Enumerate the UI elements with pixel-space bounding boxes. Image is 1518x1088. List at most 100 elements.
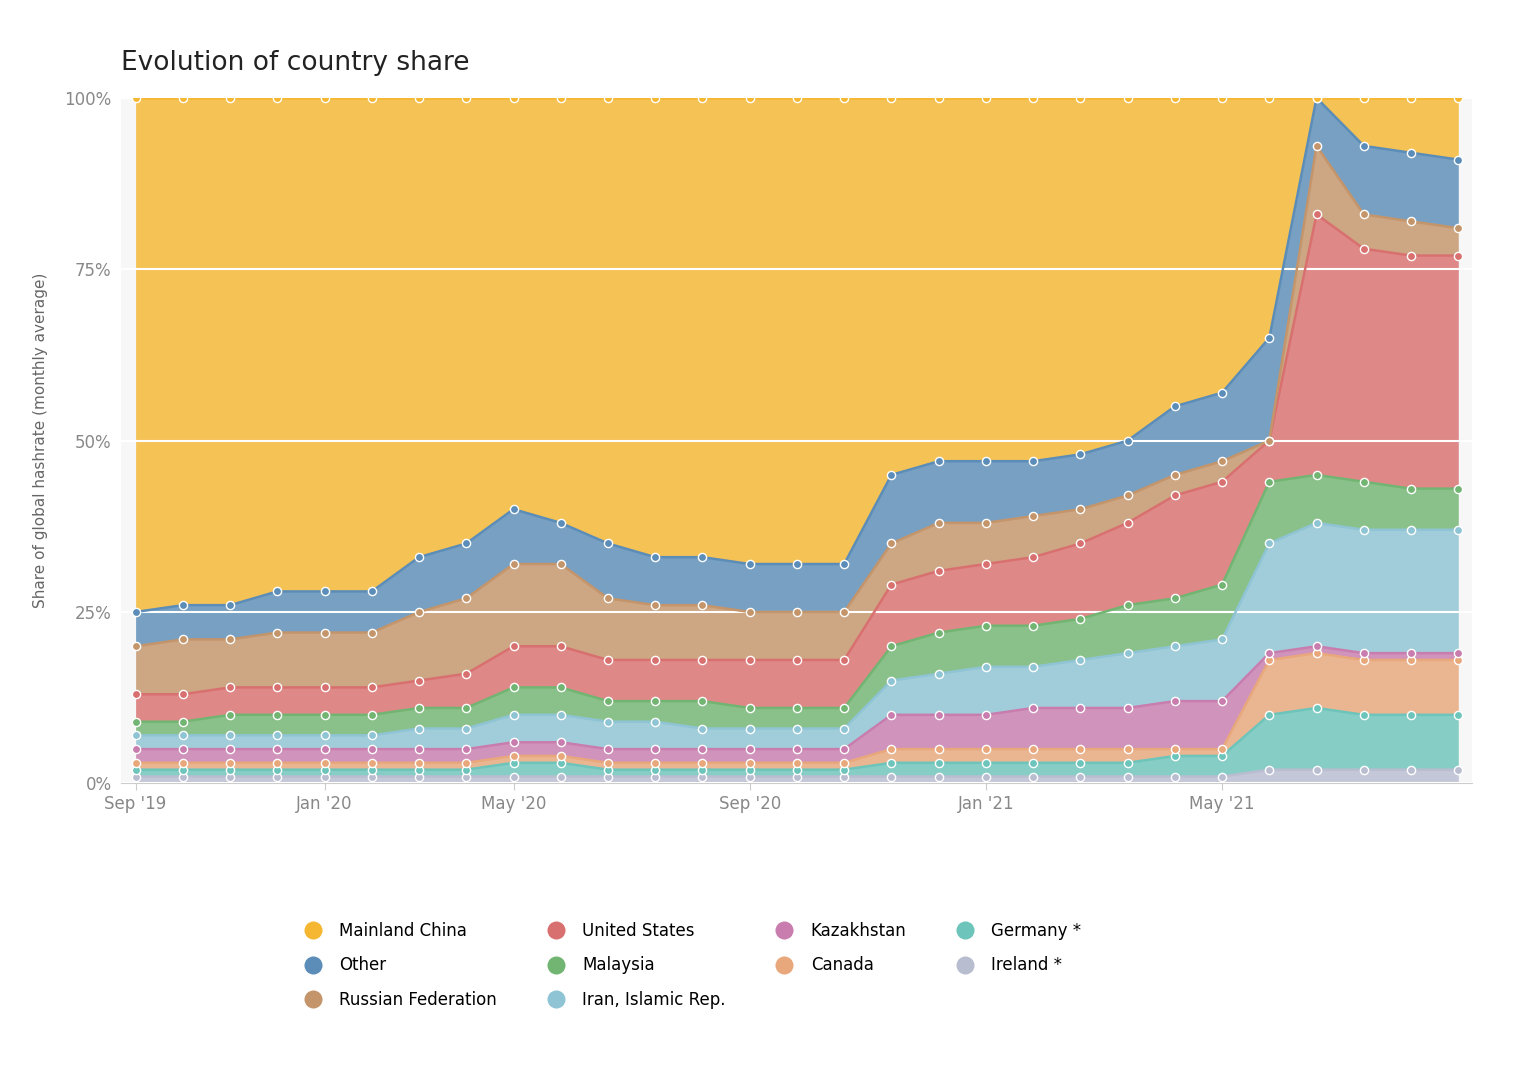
Point — [501, 747, 525, 765]
Point — [1069, 500, 1093, 518]
Point — [360, 754, 384, 771]
Point — [1257, 432, 1281, 449]
Point — [644, 652, 668, 669]
Point — [691, 692, 715, 709]
Point — [1163, 397, 1187, 415]
Point — [1304, 89, 1328, 107]
Point — [1351, 240, 1375, 258]
Point — [313, 679, 337, 696]
Point — [1447, 247, 1471, 264]
Point — [1257, 329, 1281, 346]
Point — [1022, 453, 1046, 470]
Point — [785, 720, 809, 738]
Point — [1069, 652, 1093, 669]
Point — [879, 89, 903, 107]
Point — [1304, 466, 1328, 483]
Point — [691, 596, 715, 614]
Point — [501, 679, 525, 696]
Point — [219, 679, 243, 696]
Point — [123, 727, 147, 744]
Point — [1069, 89, 1093, 107]
Point — [1257, 534, 1281, 552]
Point — [644, 768, 668, 786]
Point — [454, 761, 478, 778]
Point — [1351, 761, 1375, 778]
Point — [926, 562, 950, 580]
Point — [360, 706, 384, 724]
Point — [1210, 473, 1234, 491]
Point — [123, 740, 147, 757]
Point — [170, 713, 194, 730]
Point — [1400, 480, 1424, 497]
Point — [597, 692, 621, 709]
Point — [266, 89, 290, 107]
Point — [123, 761, 147, 778]
Point — [1257, 473, 1281, 491]
Point — [738, 89, 762, 107]
Point — [123, 89, 147, 107]
Point — [879, 671, 903, 690]
Point — [170, 761, 194, 778]
Point — [501, 555, 525, 572]
Point — [1210, 453, 1234, 470]
Point — [738, 761, 762, 778]
Point — [501, 89, 525, 107]
Point — [170, 89, 194, 107]
Point — [1400, 761, 1424, 778]
Point — [548, 754, 572, 771]
Point — [738, 603, 762, 620]
Point — [832, 603, 856, 620]
Point — [407, 671, 431, 690]
Point — [266, 740, 290, 757]
Point — [266, 706, 290, 724]
Point — [407, 700, 431, 717]
Point — [266, 679, 290, 696]
Point — [926, 623, 950, 641]
Point — [1257, 652, 1281, 669]
Point — [407, 740, 431, 757]
Point — [170, 631, 194, 648]
Point — [548, 515, 572, 532]
Point — [1447, 644, 1471, 662]
Point — [454, 700, 478, 717]
Point — [973, 617, 997, 634]
Legend: Mainland China, Other, Russian Federation, United States, Malaysia, Iran, Islami: Mainland China, Other, Russian Federatio… — [290, 915, 1088, 1016]
Point — [170, 768, 194, 786]
Point — [973, 754, 997, 771]
Point — [1069, 754, 1093, 771]
Point — [1022, 89, 1046, 107]
Point — [1400, 706, 1424, 724]
Point — [597, 89, 621, 107]
Point — [1447, 151, 1471, 169]
Point — [313, 761, 337, 778]
Point — [1116, 740, 1140, 757]
Point — [832, 768, 856, 786]
Point — [1304, 206, 1328, 223]
Point — [123, 768, 147, 786]
Point — [644, 761, 668, 778]
Point — [1163, 638, 1187, 655]
Point — [360, 679, 384, 696]
Point — [454, 89, 478, 107]
Point — [644, 754, 668, 771]
Point — [219, 89, 243, 107]
Point — [1447, 521, 1471, 539]
Point — [1069, 534, 1093, 552]
Point — [691, 754, 715, 771]
Point — [1400, 652, 1424, 669]
Point — [832, 761, 856, 778]
Point — [1116, 754, 1140, 771]
Point — [501, 733, 525, 751]
Point — [1022, 754, 1046, 771]
Point — [973, 453, 997, 470]
Point — [123, 754, 147, 771]
Point — [973, 89, 997, 107]
Point — [1069, 610, 1093, 628]
Point — [597, 652, 621, 669]
Point — [644, 596, 668, 614]
Point — [219, 754, 243, 771]
Point — [407, 761, 431, 778]
Point — [1022, 768, 1046, 786]
Point — [1163, 768, 1187, 786]
Point — [360, 768, 384, 786]
